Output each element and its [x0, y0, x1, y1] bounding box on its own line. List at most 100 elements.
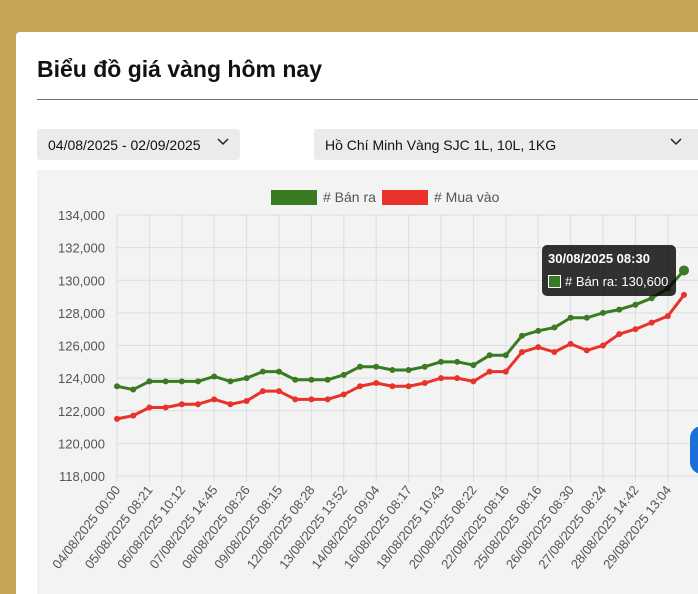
floating-widget-button[interactable]: [690, 426, 698, 474]
data-point: [195, 378, 201, 385]
data-point: [227, 378, 234, 385]
data-point: [114, 383, 120, 390]
data-point: [486, 352, 493, 359]
data-point: [357, 383, 363, 390]
data-point: [454, 358, 461, 365]
data-point: [535, 327, 542, 334]
data-point: [162, 378, 169, 385]
data-point: [551, 349, 558, 356]
data-point: [389, 366, 396, 373]
data-point: [259, 388, 266, 395]
data-point: [276, 368, 282, 375]
data-point: [616, 331, 623, 338]
data-point: [454, 375, 461, 382]
y-tick-label: 126,000: [58, 339, 105, 354]
data-point: [211, 373, 218, 380]
legend-label: # Mua vào: [434, 189, 500, 205]
data-point: [130, 386, 137, 393]
date-range-value: 04/08/2025 - 02/09/2025: [48, 136, 201, 153]
y-tick-label: 122,000: [58, 404, 105, 419]
data-point: [679, 265, 689, 276]
data-point: [324, 376, 331, 383]
date-range-select[interactable]: 04/08/2025 - 02/09/2025: [37, 129, 240, 160]
data-point: [486, 368, 493, 375]
data-point: [648, 295, 655, 302]
data-point: [583, 314, 590, 321]
data-point: [211, 396, 218, 403]
legend-swatch: [271, 190, 317, 205]
data-point: [114, 415, 120, 422]
data-point: [340, 391, 347, 398]
y-tick-label: 134,000: [58, 208, 105, 223]
data-point: [178, 401, 185, 408]
data-point: [324, 396, 331, 403]
data-point: [340, 371, 347, 378]
data-point: [519, 349, 525, 356]
data-point: [567, 340, 574, 347]
data-point: [681, 291, 687, 298]
data-point: [405, 366, 412, 373]
data-point: [357, 363, 363, 370]
data-point: [600, 309, 606, 316]
y-tick-label: 132,000: [58, 241, 105, 256]
data-point: [438, 358, 444, 365]
data-point: [438, 375, 444, 382]
data-point: [373, 380, 380, 387]
data-point: [389, 383, 396, 390]
data-point: [502, 352, 509, 359]
price-chart: 118,000 120,000 122,000 124,000 126,000 128,0…: [37, 170, 698, 594]
legend-label: # Bán ra: [323, 189, 376, 205]
data-point: [292, 396, 299, 403]
data-point: [519, 332, 525, 339]
data-point: [243, 375, 250, 382]
data-point: [178, 378, 185, 385]
data-point: [146, 378, 153, 385]
data-point: [470, 378, 477, 385]
y-tick-label: 128,000: [58, 306, 105, 321]
data-point: [567, 314, 574, 321]
data-point: [130, 412, 137, 419]
chart-tooltip: 30/08/2025 08:30 # Bán ra: 130,600: [542, 245, 676, 296]
data-point: [535, 344, 542, 351]
title-divider: [37, 99, 698, 100]
data-point: [470, 362, 477, 369]
tooltip-title: 30/08/2025 08:30: [548, 251, 650, 266]
y-tick-label: 124,000: [58, 371, 105, 386]
data-point: [583, 347, 590, 354]
data-point: [373, 363, 380, 370]
data-point: [146, 404, 153, 411]
data-point: [551, 324, 558, 331]
data-point: [421, 363, 428, 370]
tooltip-label: # Bán ra: 130,600: [565, 274, 669, 289]
data-point: [308, 396, 315, 403]
product-select[interactable]: Hồ Chí Minh Vàng SJC 1L, 10L, 1KG: [314, 129, 698, 160]
data-point: [632, 301, 639, 308]
page-title: Biểu đồ giá vàng hôm nay: [37, 56, 322, 82]
product-value: Hồ Chí Minh Vàng SJC 1L, 10L, 1KG: [325, 136, 557, 153]
data-point: [308, 376, 315, 383]
data-point: [632, 326, 639, 333]
chevron-down-icon: [217, 138, 229, 146]
y-tick-label: 120,000: [58, 436, 105, 451]
price-line-chart: 118,000 120,000 122,000 124,000 126,000 128,0…: [49, 189, 698, 572]
data-point: [292, 376, 299, 383]
gold-price-card: Biểu đồ giá vàng hôm nay 04/08/2025 - 02…: [16, 32, 698, 594]
data-point: [243, 397, 250, 404]
data-point: [195, 401, 201, 408]
data-point: [259, 368, 266, 375]
data-point: [227, 401, 234, 408]
data-point: [405, 383, 412, 390]
chevron-down-icon: [670, 138, 682, 146]
data-point: [648, 319, 655, 326]
legend-swatch: [382, 190, 428, 205]
data-point: [421, 380, 428, 387]
tooltip-swatch: [548, 275, 561, 288]
data-point: [600, 342, 606, 349]
data-point: [276, 388, 282, 395]
data-point: [502, 368, 509, 375]
y-tick-label: 118,000: [59, 469, 105, 484]
y-tick-label: 130,000: [58, 273, 105, 288]
data-point: [162, 404, 169, 411]
data-point: [616, 306, 623, 313]
data-point: [664, 313, 671, 320]
